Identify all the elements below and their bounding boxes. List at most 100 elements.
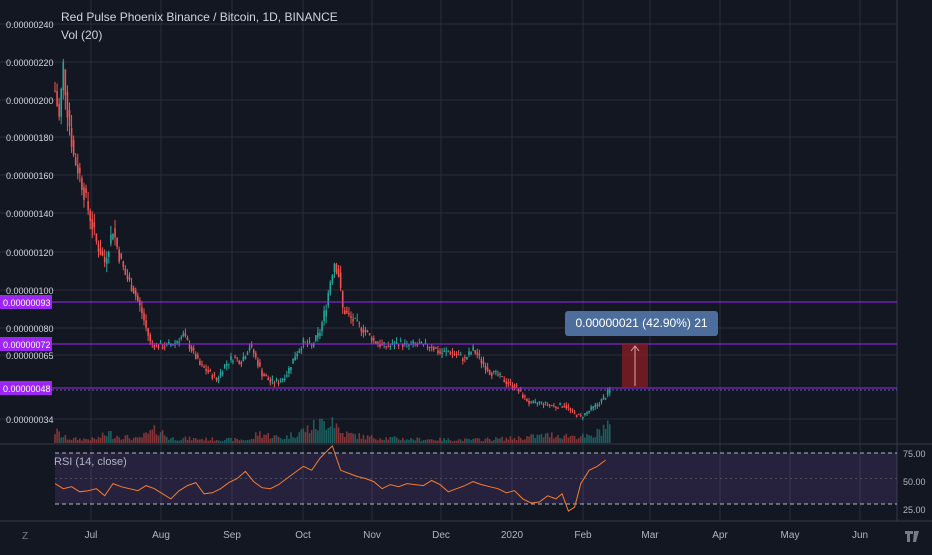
volume-bar — [341, 433, 344, 443]
volume-bar — [604, 429, 607, 443]
candle-body — [68, 110, 71, 127]
candle-body — [257, 359, 259, 367]
candle-body — [344, 310, 346, 315]
rsi-line — [54, 444, 606, 512]
candle-body — [194, 353, 197, 359]
volume-bar — [455, 440, 458, 443]
candle-body — [588, 410, 590, 413]
volume-bar — [62, 437, 65, 443]
candle-body — [182, 333, 185, 337]
candle-body — [408, 345, 410, 347]
volume-bar — [244, 440, 247, 443]
tradingview-logo-icon[interactable] — [904, 529, 920, 543]
candle-body — [246, 352, 249, 355]
volume-bar — [406, 439, 408, 443]
volume-bar — [488, 439, 491, 443]
volume-bar — [391, 437, 394, 443]
level-tag-2 — [0, 381, 52, 395]
candle-body — [209, 370, 212, 372]
candle-body — [608, 389, 611, 393]
candle-body — [453, 353, 456, 355]
candle-body — [120, 253, 123, 259]
candle-body — [451, 352, 454, 354]
candle-body — [383, 342, 385, 345]
y-tick-label: 0.00000180 — [6, 133, 54, 143]
volume-bar — [393, 436, 396, 443]
volume-bar — [484, 438, 487, 443]
volume-bar — [356, 438, 359, 443]
level-label-0: 0.00000093 — [3, 298, 51, 308]
candle-body — [236, 357, 238, 359]
candle-body — [137, 295, 139, 302]
candle-body — [455, 354, 458, 356]
volume-bar — [215, 439, 218, 443]
candle-body — [497, 374, 499, 376]
volume-bar — [464, 438, 466, 443]
candle-body — [339, 272, 342, 289]
candle-body — [145, 320, 147, 328]
volume-bar — [153, 425, 156, 443]
candle-body — [226, 363, 228, 366]
x-tick-label: May — [781, 530, 800, 541]
volume-label: Vol (20) — [61, 28, 103, 42]
candle-body — [517, 388, 520, 392]
volume-bar — [310, 430, 313, 443]
volume-bar — [87, 439, 89, 443]
volume-bar — [273, 435, 276, 443]
volume-bar — [120, 439, 123, 443]
volume-bar — [490, 440, 493, 443]
volume-bar — [242, 440, 245, 443]
volume-bar — [118, 437, 120, 443]
volume-bar — [286, 435, 288, 443]
timezone-button[interactable]: Z — [22, 531, 29, 542]
candle-body — [557, 407, 559, 409]
volume-bar — [203, 440, 205, 443]
volume-bar — [478, 438, 481, 443]
volume-bar — [530, 434, 532, 443]
candle-body — [215, 377, 218, 381]
volume-bar — [199, 439, 201, 443]
candle-body — [561, 406, 563, 408]
candle-body — [205, 368, 207, 371]
volume-bar — [174, 440, 176, 443]
volume-bar — [472, 438, 474, 443]
volume-bar — [139, 437, 141, 443]
volume-bar — [563, 435, 566, 443]
volume-bar — [149, 430, 152, 443]
candle-body — [428, 346, 431, 348]
candle-body — [495, 371, 497, 373]
volume-bar — [344, 437, 346, 443]
volume-bar — [524, 439, 526, 443]
candle-body — [364, 329, 367, 332]
volume-bar — [526, 436, 528, 443]
volume-bar — [246, 440, 249, 443]
candle-body — [234, 356, 236, 358]
volume-bar — [145, 432, 147, 443]
candle-body — [397, 345, 400, 347]
candle-body — [387, 346, 390, 348]
candle-body — [501, 376, 503, 378]
candle-body — [298, 350, 301, 353]
candle-body — [72, 139, 75, 156]
candle-body — [472, 346, 474, 351]
volume-bar — [66, 439, 69, 443]
volume-bar — [348, 432, 350, 443]
candle-body — [319, 332, 321, 336]
candle-body — [221, 372, 224, 375]
candle-body — [269, 380, 272, 383]
candle-body — [130, 284, 133, 292]
candle-body — [544, 401, 547, 403]
volume-bar — [519, 437, 522, 443]
candle-body — [85, 188, 87, 194]
volume-bar — [248, 439, 251, 443]
candle-body — [315, 335, 317, 341]
volume-bar — [325, 429, 327, 443]
candle-body — [447, 351, 450, 353]
candle-body — [449, 352, 452, 355]
candle-body — [170, 344, 172, 346]
volume-bar — [577, 438, 580, 443]
candle-body — [304, 341, 307, 343]
candle-body — [139, 300, 141, 306]
